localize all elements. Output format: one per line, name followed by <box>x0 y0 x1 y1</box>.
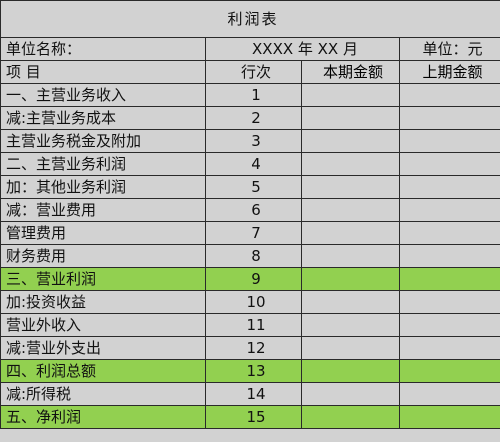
header-current-period[interactable]: 本期金额 <box>301 60 400 84</box>
row-label[interactable]: 五、净利润 <box>0 405 206 429</box>
row-current-amount[interactable] <box>301 152 400 176</box>
row-line-no[interactable]: 2 <box>205 106 302 130</box>
row-label[interactable]: 四、利润总额 <box>0 359 206 383</box>
period-cell[interactable]: XXXX 年 XX 月 <box>205 37 400 61</box>
row-current-amount[interactable] <box>301 405 400 429</box>
row-line-no[interactable]: 8 <box>205 244 302 268</box>
row-line-no[interactable]: 9 <box>205 267 302 291</box>
row-previous-amount[interactable] <box>398 382 500 406</box>
row-previous-amount[interactable] <box>398 267 500 291</box>
row-previous-amount[interactable] <box>398 244 500 268</box>
row-current-amount[interactable] <box>301 336 400 360</box>
row-current-amount[interactable] <box>301 221 400 245</box>
row-line-no[interactable]: 11 <box>205 313 302 337</box>
row-current-amount[interactable] <box>301 129 400 153</box>
row-previous-amount[interactable] <box>398 106 500 130</box>
row-previous-amount[interactable] <box>398 129 500 153</box>
row-previous-amount[interactable] <box>398 175 500 199</box>
row-current-amount[interactable] <box>301 83 400 107</box>
row-label[interactable]: 二、主营业务利润 <box>0 152 206 176</box>
row-previous-amount[interactable] <box>398 313 500 337</box>
row-previous-amount[interactable] <box>398 198 500 222</box>
row-previous-amount[interactable] <box>398 290 500 314</box>
row-current-amount[interactable] <box>301 290 400 314</box>
row-previous-amount[interactable] <box>398 152 500 176</box>
row-label[interactable]: 三、营业利润 <box>0 267 206 291</box>
row-current-amount[interactable] <box>301 106 400 130</box>
row-line-no[interactable]: 14 <box>205 382 302 406</box>
row-current-amount[interactable] <box>301 359 400 383</box>
row-previous-amount[interactable] <box>398 359 500 383</box>
header-line-no[interactable]: 行次 <box>205 60 302 84</box>
row-label[interactable]: 加：其他业务利润 <box>0 175 206 199</box>
row-previous-amount[interactable] <box>398 336 500 360</box>
header-previous-period[interactable]: 上期金额 <box>398 60 500 84</box>
row-line-no[interactable]: 10 <box>205 290 302 314</box>
row-label[interactable]: 财务费用 <box>0 244 206 268</box>
row-previous-amount[interactable] <box>398 405 500 429</box>
row-line-no[interactable]: 3 <box>205 129 302 153</box>
row-previous-amount[interactable] <box>398 83 500 107</box>
income-statement-table: 利润表 单位名称： XXXX 年 XX 月 单位：元 项 目 行次 本期金额 上… <box>0 0 500 429</box>
row-line-no[interactable]: 4 <box>205 152 302 176</box>
row-line-no[interactable]: 1 <box>205 83 302 107</box>
row-line-no[interactable]: 15 <box>205 405 302 429</box>
row-line-no[interactable]: 7 <box>205 221 302 245</box>
row-label[interactable]: 减:营业外支出 <box>0 336 206 360</box>
row-label[interactable]: 减：营业费用 <box>0 198 206 222</box>
row-label[interactable]: 一、主营业务收入 <box>0 83 206 107</box>
row-previous-amount[interactable] <box>398 221 500 245</box>
row-current-amount[interactable] <box>301 313 400 337</box>
row-line-no[interactable]: 6 <box>205 198 302 222</box>
sheet-title: 利润表 <box>0 0 500 38</box>
row-current-amount[interactable] <box>301 244 400 268</box>
row-current-amount[interactable] <box>301 382 400 406</box>
currency-unit-cell[interactable]: 单位：元 <box>398 37 500 61</box>
row-label[interactable]: 加:投资收益 <box>0 290 206 314</box>
unit-name-label[interactable]: 单位名称： <box>0 37 206 61</box>
header-item[interactable]: 项 目 <box>0 60 206 84</box>
row-label[interactable]: 减:主营业务成本 <box>0 106 206 130</box>
row-current-amount[interactable] <box>301 267 400 291</box>
row-current-amount[interactable] <box>301 198 400 222</box>
row-label[interactable]: 主营业务税金及附加 <box>0 129 206 153</box>
row-label[interactable]: 营业外收入 <box>0 313 206 337</box>
row-current-amount[interactable] <box>301 175 400 199</box>
row-label[interactable]: 管理费用 <box>0 221 206 245</box>
row-label[interactable]: 减:所得税 <box>0 382 206 406</box>
row-line-no[interactable]: 12 <box>205 336 302 360</box>
row-line-no[interactable]: 5 <box>205 175 302 199</box>
row-line-no[interactable]: 13 <box>205 359 302 383</box>
